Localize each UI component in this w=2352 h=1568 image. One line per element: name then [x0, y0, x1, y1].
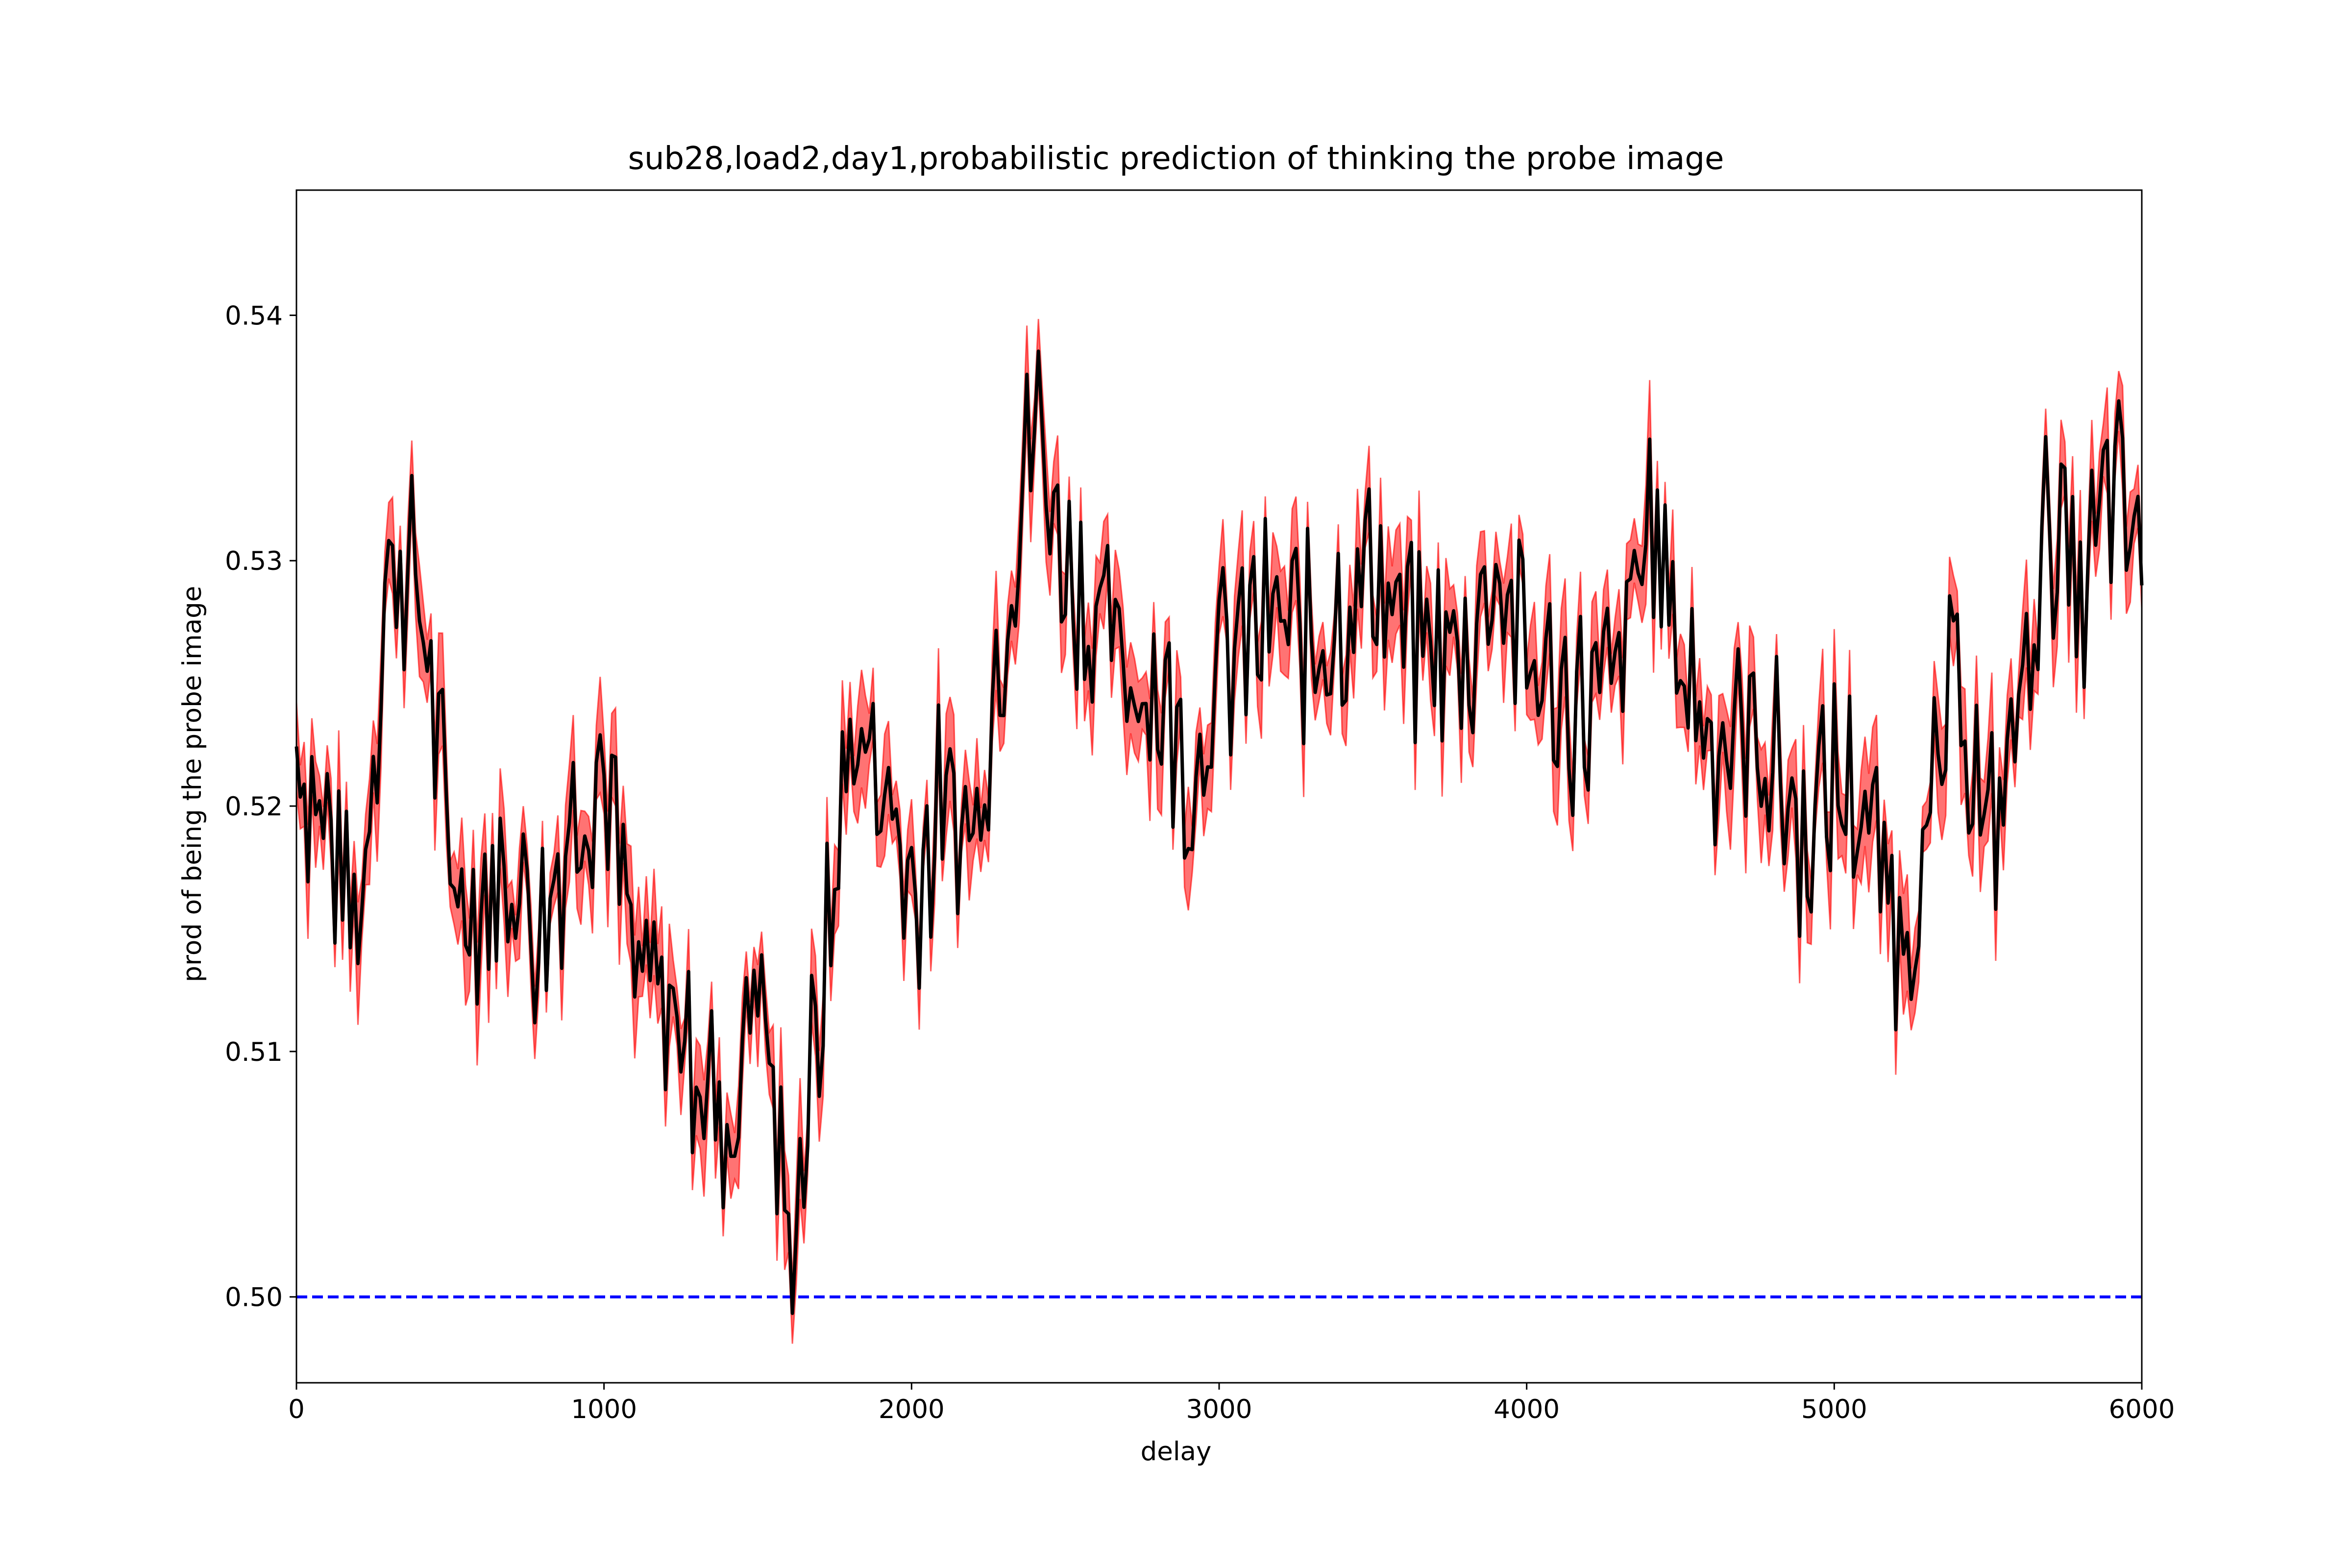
x-tick-label: 4000	[1494, 1395, 1560, 1424]
x-tick-label: 5000	[1801, 1395, 1867, 1424]
x-tick-label: 6000	[2109, 1395, 2175, 1424]
mean-line	[294, 349, 2144, 1315]
y-tick-label: 0.54	[225, 301, 283, 331]
chart-title: sub28,load2,day1,probabilistic predictio…	[628, 141, 1724, 177]
y-tick-label: 0.51	[225, 1037, 283, 1067]
y-axis-label: prod of being the probe image	[177, 586, 207, 982]
mean-line-layer	[294, 349, 2144, 1315]
x-tick-label: 3000	[1186, 1395, 1252, 1424]
y-axis-ticks: 0.50 0.51 0.52 0.53 0.54	[225, 301, 296, 1313]
y-tick-label: 0.52	[225, 792, 283, 822]
x-tick-label: 0	[288, 1395, 305, 1424]
x-tick-label: 1000	[571, 1395, 637, 1424]
y-tick-label: 0.50	[225, 1283, 283, 1313]
x-axis-label: delay	[1141, 1437, 1212, 1467]
x-tick-label: 2000	[879, 1395, 945, 1424]
x-axis-ticks: 0 1000 2000 3000 4000 5000 6000	[288, 1383, 2175, 1424]
y-tick-label: 0.53	[225, 546, 283, 576]
